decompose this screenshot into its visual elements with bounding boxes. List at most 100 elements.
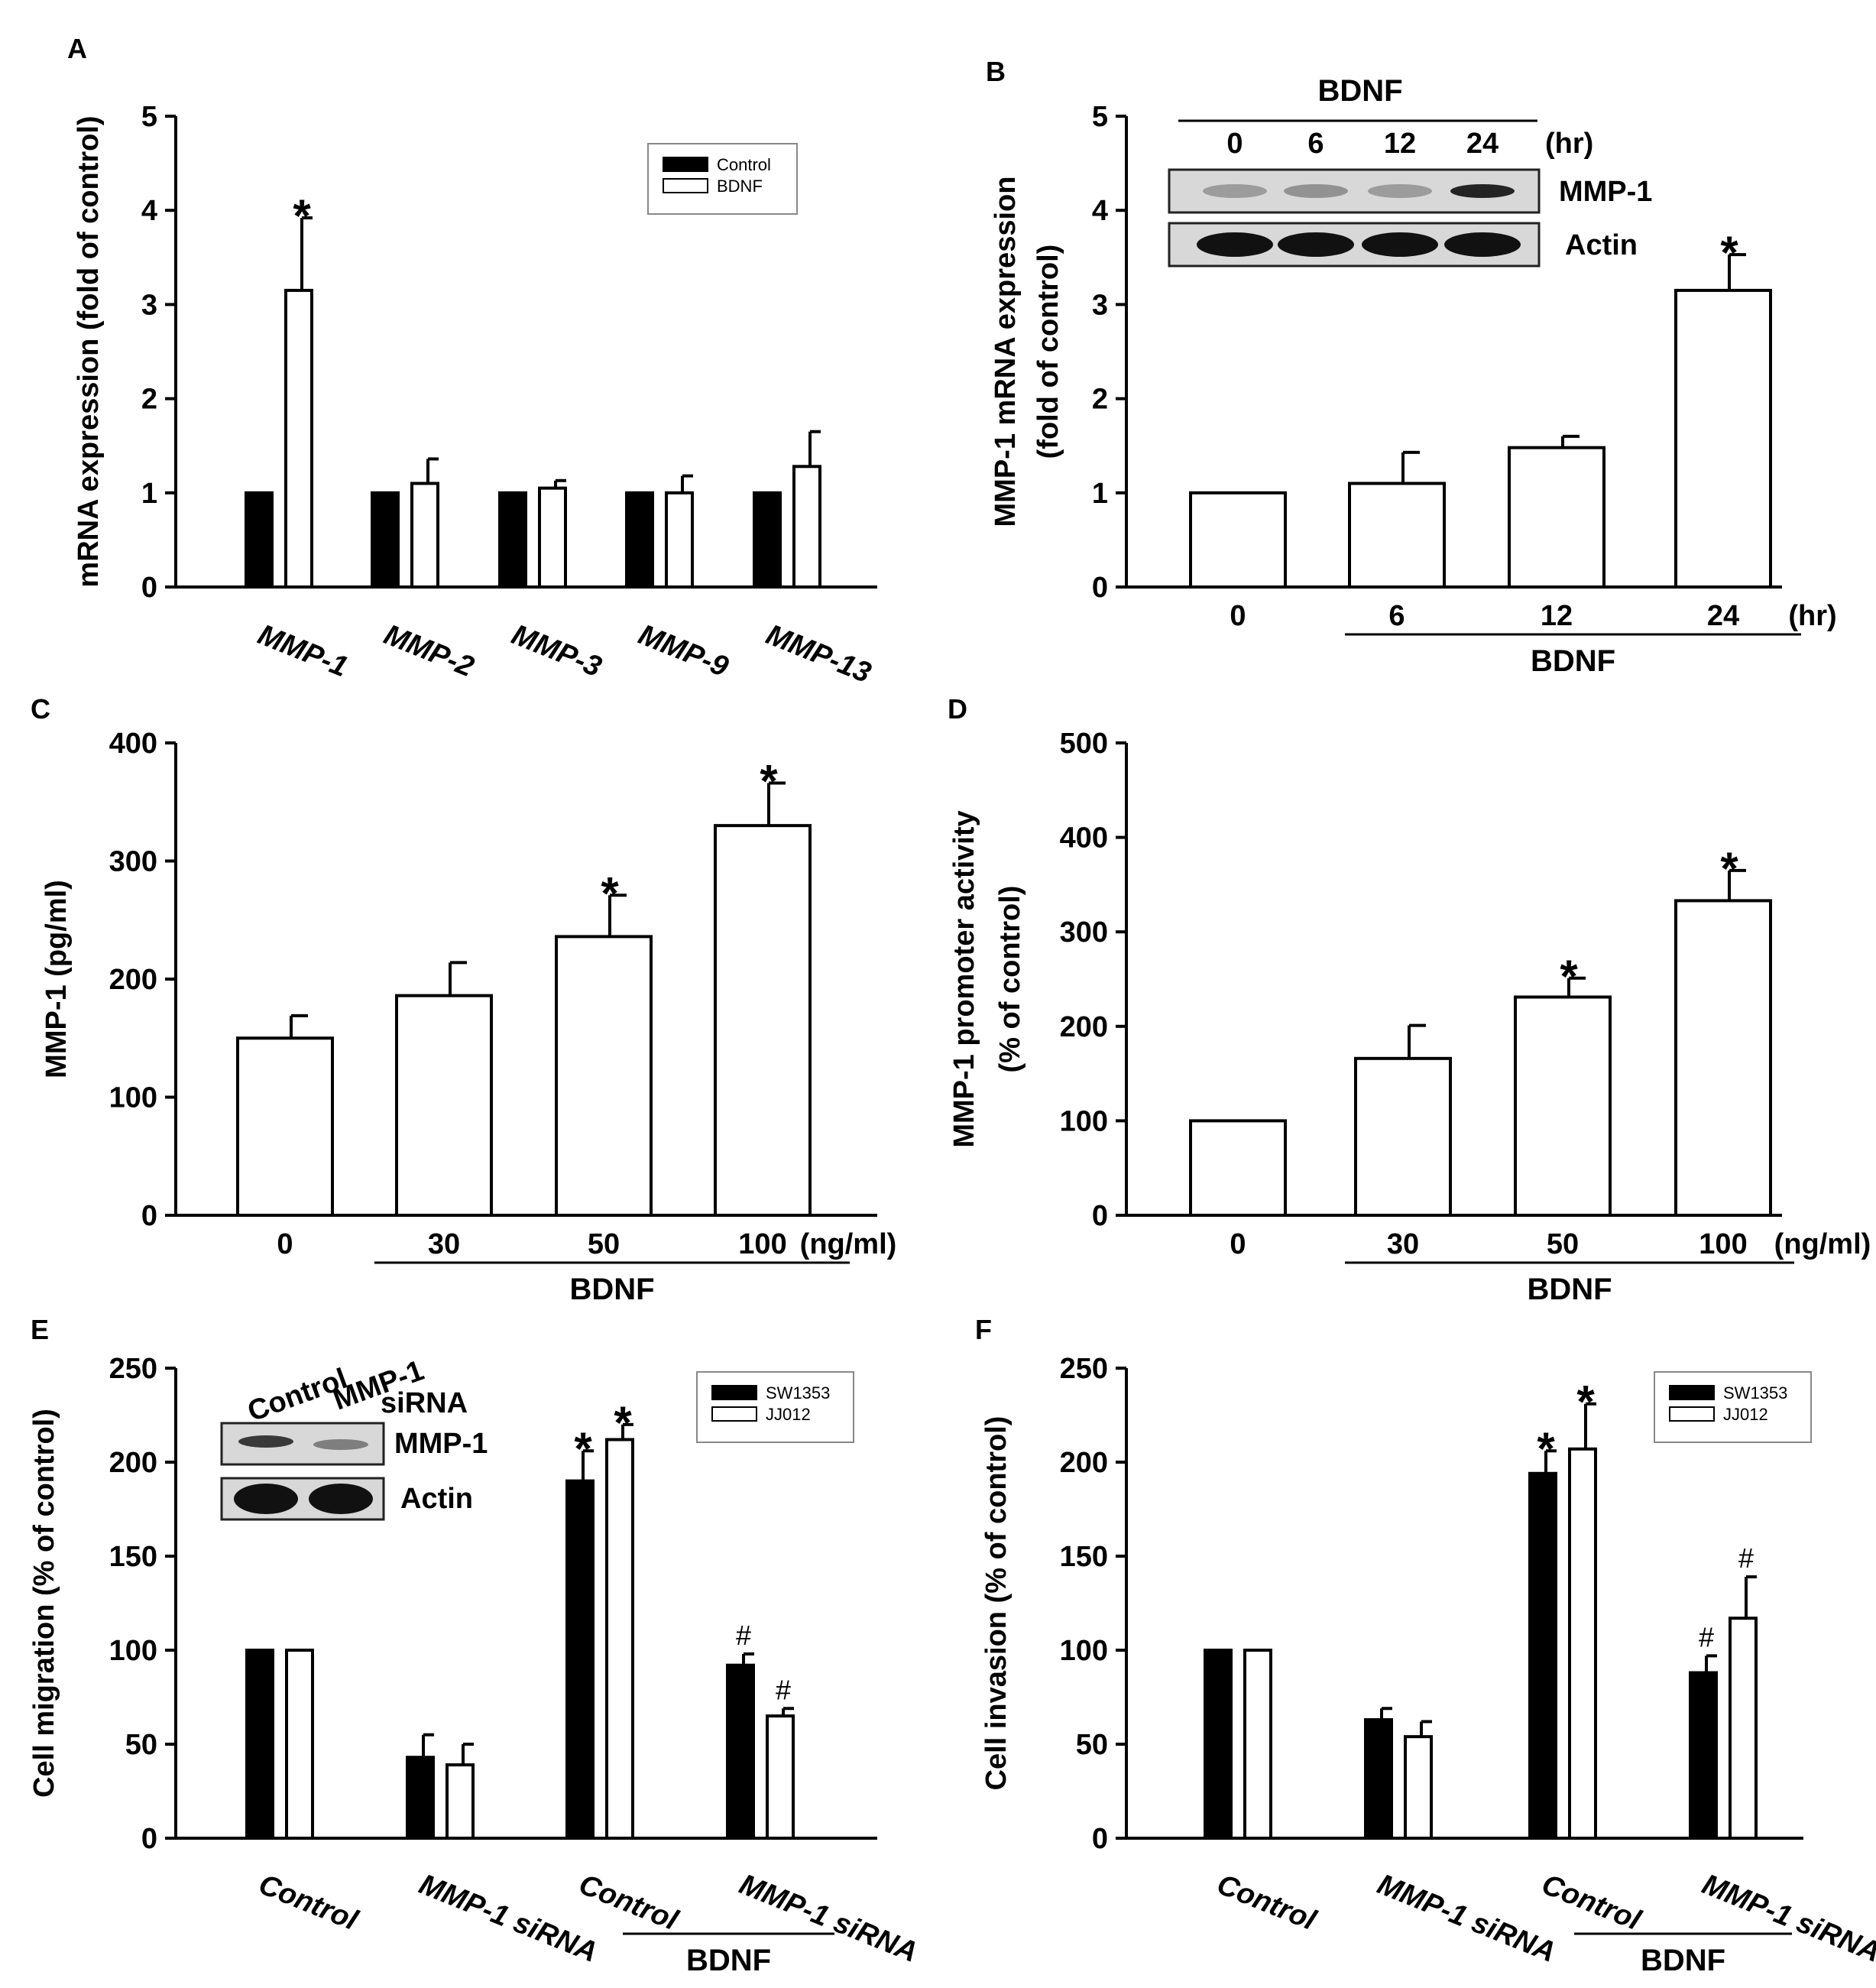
y-tick-label: 2 xyxy=(1092,384,1108,416)
y-tick-label: 5 xyxy=(141,101,157,133)
significance-star: * xyxy=(293,190,311,242)
x-tick-label: 6 xyxy=(1388,600,1405,632)
bar xyxy=(1243,1649,1272,1840)
bar xyxy=(1348,482,1446,589)
y-tick-label: 250 xyxy=(1060,1353,1108,1385)
bar xyxy=(410,482,439,589)
legend-label: SW1353 xyxy=(766,1383,830,1403)
y-tick-label: 2 xyxy=(141,384,157,416)
bar xyxy=(395,994,493,1217)
blot-band xyxy=(1362,232,1438,257)
inset-title: BDNF xyxy=(1317,74,1402,108)
y-axis-title: Cell invasion (% of control) xyxy=(980,1416,1013,1791)
legend-label: SW1353 xyxy=(1723,1383,1787,1403)
panel-A: A 0 1 2 3 4 5 mRNA expression (fold of control)… xyxy=(67,33,877,689)
significance-star: * xyxy=(760,756,778,807)
y-axis-title: MMP-1 (pg/ml) xyxy=(41,880,73,1078)
blot-band xyxy=(1197,232,1273,257)
bar xyxy=(498,491,527,589)
blot-band xyxy=(238,1435,293,1448)
significance-star: * xyxy=(1720,843,1738,894)
significance-star: * xyxy=(1560,951,1578,1002)
y-tick-label: 300 xyxy=(1060,916,1108,949)
panel-letter: E xyxy=(31,1314,49,1345)
bar xyxy=(1528,1471,1557,1840)
y-tick-label: 200 xyxy=(109,1447,157,1479)
bar xyxy=(371,491,400,589)
legend-swatch xyxy=(1669,1406,1715,1422)
bar xyxy=(792,465,821,589)
x-tick-label: 12 xyxy=(1541,600,1573,632)
y-tick-label: 1 xyxy=(141,478,157,510)
panel-letter: D xyxy=(948,693,967,725)
legend-label: JJ012 xyxy=(766,1405,811,1424)
y-tick-label: 0 xyxy=(1092,572,1108,604)
x-tick-label: Control xyxy=(575,1868,683,1937)
x-unit-label: (hr) xyxy=(1788,600,1836,632)
significance-hash: # xyxy=(1699,1621,1714,1652)
blot-band xyxy=(234,1484,298,1514)
bar xyxy=(245,491,274,589)
blot-band xyxy=(1450,184,1515,198)
y-tick-label: 100 xyxy=(109,1635,157,1667)
panel-letter: C xyxy=(31,693,50,725)
blot-band xyxy=(1203,184,1267,198)
bar xyxy=(236,1036,334,1217)
x-tick-label: 0 xyxy=(1230,600,1246,632)
bar xyxy=(1364,1718,1393,1840)
bar xyxy=(1674,288,1772,589)
y-tick-label: 50 xyxy=(125,1729,157,1761)
y-tick-label: 500 xyxy=(1060,728,1108,760)
y-tick-label: 400 xyxy=(109,728,157,760)
y-axis-title: MMP-1 promoter activity xyxy=(948,810,980,1147)
panel-letter: A xyxy=(67,33,87,64)
legend-swatch xyxy=(1669,1385,1715,1400)
x-unit-label: (ng/ml) xyxy=(800,1228,897,1260)
blot-band xyxy=(1278,232,1354,257)
y-axis-title: Cell migration (% of control) xyxy=(28,1409,60,1798)
y-tick-label: 50 xyxy=(1076,1729,1108,1761)
bar xyxy=(726,1663,755,1840)
bdnf-bracket-label: BDNF xyxy=(1641,1944,1725,1977)
significance-hash: # xyxy=(1738,1542,1754,1574)
inset-lane-label: siRNA xyxy=(381,1387,468,1419)
y-tick-label: 3 xyxy=(1092,289,1108,321)
y-tick-label: 5 xyxy=(1092,101,1108,133)
y-tick-label: 100 xyxy=(109,1082,157,1114)
bar xyxy=(565,1479,595,1840)
y-axis-title: MMP-1 mRNA expression xyxy=(990,177,1022,527)
x-tick-label: 30 xyxy=(1387,1228,1419,1260)
bar xyxy=(1568,1447,1597,1840)
significance-star: * xyxy=(1537,1423,1555,1474)
bar xyxy=(406,1756,435,1840)
bar xyxy=(1674,899,1772,1217)
legend-label: BDNF xyxy=(717,177,763,196)
y-tick-label: 0 xyxy=(1092,1200,1108,1232)
bar xyxy=(1189,1119,1287,1218)
significance-star: * xyxy=(1720,227,1738,278)
panel-C: C 0 100 200 300 400 MMP-1 (pg/ml) 0 30 * 50 * 100 (ng… xyxy=(31,693,896,1306)
bdnf-bracket-label: BDNF xyxy=(1527,1273,1612,1306)
y-axis-title: mRNA expression (fold of control) xyxy=(73,115,105,587)
y-tick-label: 0 xyxy=(141,1823,157,1855)
y-tick-label: 100 xyxy=(1060,1635,1108,1667)
x-tick-label: 100 xyxy=(738,1228,786,1260)
bar xyxy=(245,1649,274,1840)
bar xyxy=(1729,1617,1758,1840)
blot-band xyxy=(309,1484,373,1514)
bar xyxy=(625,491,654,589)
y-tick-label: 150 xyxy=(109,1541,157,1573)
bar xyxy=(605,1438,634,1840)
blot-band xyxy=(1368,184,1432,198)
blot-band xyxy=(1284,184,1348,198)
y-tick-label: 0 xyxy=(141,1200,157,1232)
bdnf-bracket-label: BDNF xyxy=(686,1944,771,1977)
y-tick-label: 150 xyxy=(1060,1541,1108,1573)
bar xyxy=(665,491,694,589)
inset-unit: (hr) xyxy=(1545,128,1593,160)
bar xyxy=(1204,1649,1233,1840)
x-tick-label: MMP-9 xyxy=(634,618,733,683)
y-tick-label: 0 xyxy=(141,572,157,604)
